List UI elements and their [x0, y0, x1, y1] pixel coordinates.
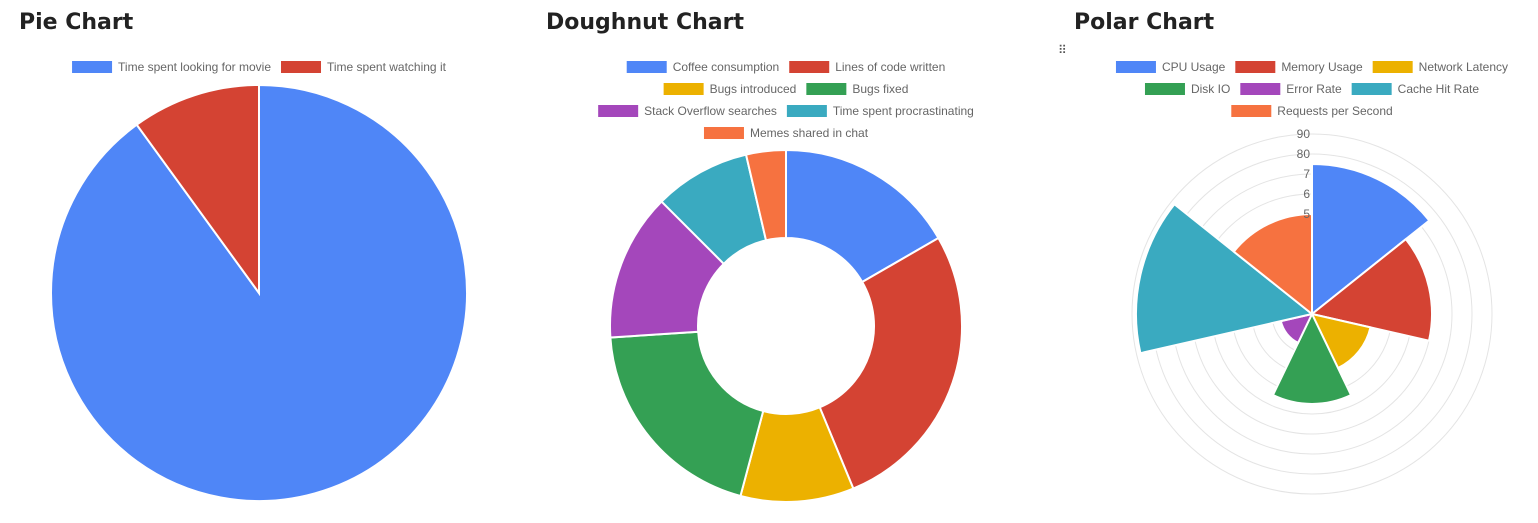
legend-swatch [1351, 83, 1392, 95]
chart-legend: Time spent looking for movie Time spent w… [72, 60, 447, 74]
legend-item-bugs-fixed[interactable]: Bugs fixed [806, 82, 908, 96]
polar-slices [1135, 162, 1433, 405]
doughnut-chart-panel: Doughnut Chart Coffee consumption Lines o… [528, 0, 1044, 523]
legend-swatch [663, 83, 704, 95]
tick-label: 80 [1297, 147, 1311, 161]
pie-slices [50, 83, 468, 502]
chart-legend: CPU Usage Memory Usage Network Latency Disk… [1115, 60, 1508, 118]
tick-label: 5 [1303, 207, 1310, 221]
legend-item-stack-overflow-searches[interactable]: Stack Overflow searches [598, 104, 777, 118]
legend-item-network-latency[interactable]: Network Latency [1372, 60, 1508, 74]
legend-label: Memory Usage [1281, 60, 1363, 74]
legend-swatch [1231, 105, 1272, 117]
chart-title: Polar Chart [1074, 10, 1215, 35]
legend-item-bugs-introduced[interactable]: Bugs introduced [663, 82, 797, 96]
pie-chart-panel: Pie Chart Time spent looking for movie Ti… [0, 0, 518, 523]
legend-item-time-spent-looking-for-movie[interactable]: Time spent looking for movie [72, 60, 271, 74]
chart-legend: Coffee consumption Lines of code written B… [598, 60, 974, 140]
legend-label: Error Rate [1286, 82, 1342, 96]
slice-lines-of-code-written[interactable] [818, 236, 963, 490]
legend-label: Time spent looking for movie [118, 60, 271, 74]
legend-swatch [1115, 61, 1156, 73]
legend-swatch [786, 105, 827, 117]
chart-title: Doughnut Chart [546, 10, 744, 35]
legend-item-cpu-usage[interactable]: CPU Usage [1115, 60, 1226, 74]
polar-chart: 90 80 7 6 5 CPU Usage Memory Usage Network Lat… [1115, 60, 1508, 495]
tick-label: 6 [1303, 187, 1310, 201]
legend-swatch [1240, 83, 1281, 95]
legend-swatch [72, 61, 113, 73]
legend-swatch [281, 61, 322, 73]
legend-item-time-spent-watching-it[interactable]: Time spent watching it [281, 60, 447, 74]
legend-label: Time spent watching it [327, 60, 447, 74]
legend-item-cache-hit-rate[interactable]: Cache Hit Rate [1351, 82, 1480, 96]
legend-label: Stack Overflow searches [644, 104, 777, 118]
tick-label: 90 [1297, 127, 1311, 141]
slice-time-spent-watching-it[interactable] [135, 83, 260, 297]
slice-network-latency[interactable] [1310, 312, 1372, 370]
tick-label: 7 [1303, 167, 1310, 181]
doughnut-chart: Coffee consumption Lines of code written B… [598, 60, 974, 503]
slice-requests-per-second[interactable] [1232, 212, 1313, 317]
slice-bugs-fixed[interactable] [609, 330, 765, 498]
doughnut-slices [609, 148, 963, 503]
legend-swatch [1144, 83, 1185, 95]
slice-memes-shared-in-chat[interactable] [744, 148, 787, 242]
legend-label: Requests per Second [1277, 104, 1392, 118]
slice-cpu-usage[interactable] [1311, 162, 1431, 317]
legend-item-requests-per-second[interactable]: Requests per Second [1231, 104, 1393, 118]
polar-ticks: 90 80 7 6 5 [1297, 127, 1311, 221]
legend-label: CPU Usage [1162, 60, 1226, 74]
legend-swatch [703, 127, 744, 139]
legend-item-memes-shared-in-chat[interactable]: Memes shared in chat [703, 126, 869, 140]
slice-disk-io[interactable] [1271, 311, 1353, 405]
polar-chart-panel: Polar Chart ⠿ 90 80 7 6 5 CPU Usage Memory Us… [1055, 0, 1538, 523]
legend-label: Bugs fixed [852, 82, 908, 96]
legend-label: Cache Hit Rate [1398, 82, 1480, 96]
legend-label: Lines of code written [835, 60, 945, 74]
legend-item-memory-usage[interactable]: Memory Usage [1235, 60, 1363, 74]
legend-label: Memes shared in chat [750, 126, 869, 140]
legend-swatch [1235, 61, 1276, 73]
legend-item-error-rate[interactable]: Error Rate [1240, 82, 1342, 96]
drag-handle-icon[interactable]: ⠿ [1058, 43, 1067, 57]
legend-label: Disk IO [1191, 82, 1230, 96]
legend-label: Coffee consumption [673, 60, 780, 74]
legend-item-time-spent-procrastinating[interactable]: Time spent procrastinating [786, 104, 974, 118]
legend-swatch [626, 61, 667, 73]
legend-label: Bugs introduced [710, 82, 797, 96]
legend-item-lines-of-code-written[interactable]: Lines of code written [789, 60, 945, 74]
legend-item-coffee-consumption[interactable]: Coffee consumption [626, 60, 780, 74]
legend-label: Time spent procrastinating [833, 104, 974, 118]
legend-swatch [806, 83, 847, 95]
slice-cache-hit-rate[interactable] [1135, 202, 1315, 355]
slice-memory-usage[interactable] [1309, 237, 1433, 342]
legend-swatch [1372, 61, 1413, 73]
legend-label: Network Latency [1419, 60, 1508, 74]
grid-ring [1131, 133, 1493, 495]
legend-swatch [789, 61, 830, 73]
slice-coffee-consumption[interactable] [785, 148, 940, 284]
chart-title: Pie Chart [19, 10, 134, 35]
pie-chart: Time spent looking for movie Time spent w… [50, 60, 468, 502]
legend-item-disk-io[interactable]: Disk IO [1144, 82, 1230, 96]
legend-swatch [598, 105, 639, 117]
